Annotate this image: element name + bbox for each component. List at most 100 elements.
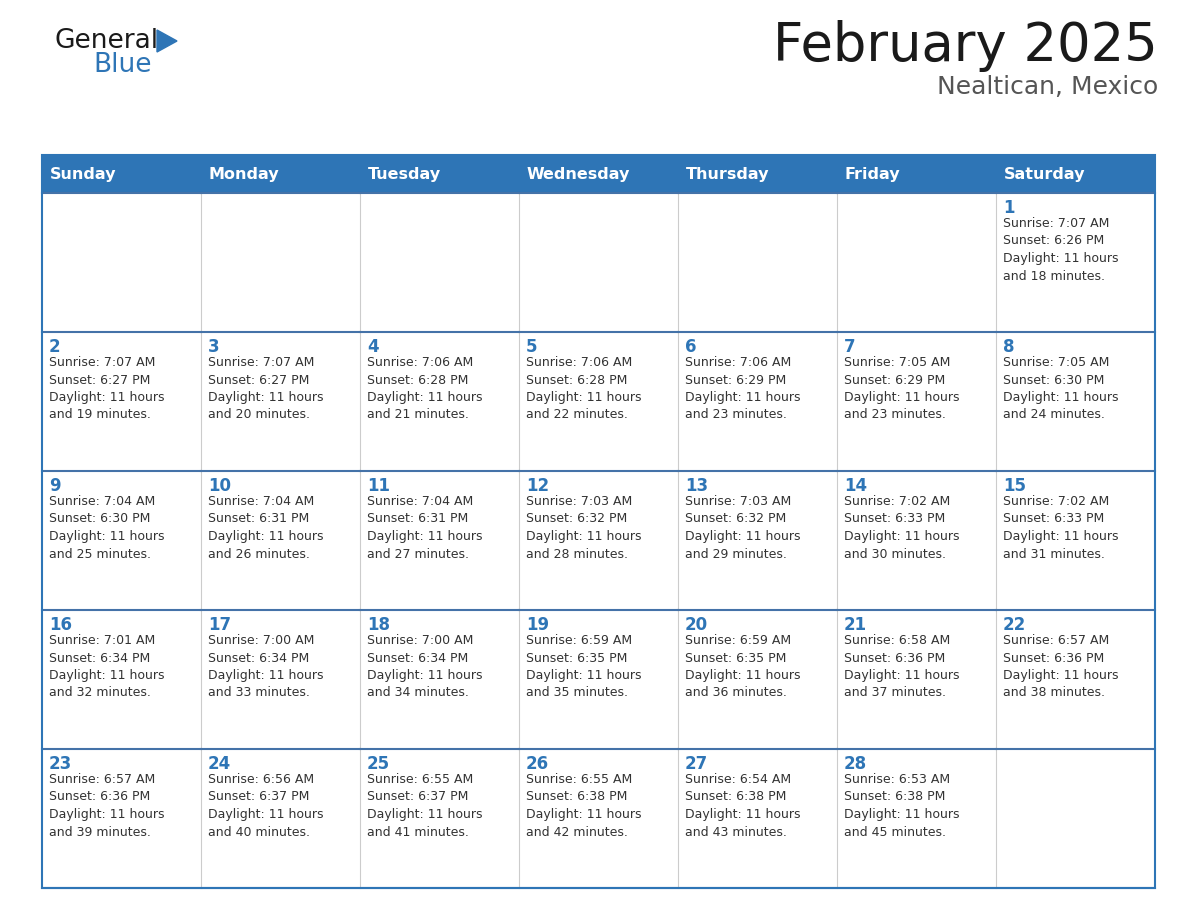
Bar: [201, 193, 360, 332]
Text: 20: 20: [685, 616, 708, 634]
Bar: [996, 471, 1155, 610]
Text: Sunrise: 7:07 AM
Sunset: 6:27 PM
Daylight: 11 hours
and 19 minutes.: Sunrise: 7:07 AM Sunset: 6:27 PM Dayligh…: [49, 356, 164, 421]
Text: 10: 10: [208, 477, 230, 495]
Bar: [360, 749, 519, 888]
Text: Sunrise: 7:06 AM
Sunset: 6:29 PM
Daylight: 11 hours
and 23 minutes.: Sunrise: 7:06 AM Sunset: 6:29 PM Dayligh…: [685, 356, 801, 421]
Text: Tuesday: Tuesday: [368, 166, 441, 182]
Bar: [996, 155, 1155, 193]
Text: Sunrise: 7:07 AM
Sunset: 6:26 PM
Daylight: 11 hours
and 18 minutes.: Sunrise: 7:07 AM Sunset: 6:26 PM Dayligh…: [1003, 217, 1118, 283]
Polygon shape: [157, 30, 177, 52]
Text: Sunrise: 6:54 AM
Sunset: 6:38 PM
Daylight: 11 hours
and 43 minutes.: Sunrise: 6:54 AM Sunset: 6:38 PM Dayligh…: [685, 773, 801, 838]
Text: Sunrise: 6:56 AM
Sunset: 6:37 PM
Daylight: 11 hours
and 40 minutes.: Sunrise: 6:56 AM Sunset: 6:37 PM Dayligh…: [208, 773, 323, 838]
Text: 2: 2: [49, 338, 61, 356]
Text: Nealtican, Mexico: Nealtican, Mexico: [937, 75, 1158, 99]
Text: 26: 26: [526, 755, 549, 773]
Text: 23: 23: [49, 755, 72, 773]
Text: 4: 4: [367, 338, 379, 356]
Bar: [678, 332, 838, 471]
Text: 14: 14: [843, 477, 867, 495]
Bar: [996, 749, 1155, 888]
Text: 16: 16: [49, 616, 72, 634]
Text: 9: 9: [49, 477, 61, 495]
Text: Sunrise: 7:02 AM
Sunset: 6:33 PM
Daylight: 11 hours
and 30 minutes.: Sunrise: 7:02 AM Sunset: 6:33 PM Dayligh…: [843, 495, 960, 561]
Bar: [42, 471, 201, 610]
Bar: [838, 155, 996, 193]
Text: Saturday: Saturday: [1004, 166, 1086, 182]
Bar: [996, 193, 1155, 332]
Bar: [838, 610, 996, 749]
Text: Sunday: Sunday: [50, 166, 116, 182]
Text: 21: 21: [843, 616, 867, 634]
Text: Sunrise: 7:04 AM
Sunset: 6:31 PM
Daylight: 11 hours
and 26 minutes.: Sunrise: 7:04 AM Sunset: 6:31 PM Dayligh…: [208, 495, 323, 561]
Text: Blue: Blue: [93, 52, 152, 78]
Text: 8: 8: [1003, 338, 1015, 356]
Bar: [201, 471, 360, 610]
Text: Sunrise: 7:04 AM
Sunset: 6:31 PM
Daylight: 11 hours
and 27 minutes.: Sunrise: 7:04 AM Sunset: 6:31 PM Dayligh…: [367, 495, 482, 561]
Bar: [996, 610, 1155, 749]
Bar: [42, 155, 201, 193]
Text: Sunrise: 7:03 AM
Sunset: 6:32 PM
Daylight: 11 hours
and 28 minutes.: Sunrise: 7:03 AM Sunset: 6:32 PM Dayligh…: [526, 495, 642, 561]
Text: Sunrise: 6:57 AM
Sunset: 6:36 PM
Daylight: 11 hours
and 38 minutes.: Sunrise: 6:57 AM Sunset: 6:36 PM Dayligh…: [1003, 634, 1118, 700]
Text: 12: 12: [526, 477, 549, 495]
Text: 22: 22: [1003, 616, 1026, 634]
Text: Sunrise: 7:00 AM
Sunset: 6:34 PM
Daylight: 11 hours
and 34 minutes.: Sunrise: 7:00 AM Sunset: 6:34 PM Dayligh…: [367, 634, 482, 700]
Text: 15: 15: [1003, 477, 1026, 495]
Bar: [519, 332, 678, 471]
Bar: [838, 749, 996, 888]
Text: 5: 5: [526, 338, 537, 356]
Text: Sunrise: 7:06 AM
Sunset: 6:28 PM
Daylight: 11 hours
and 22 minutes.: Sunrise: 7:06 AM Sunset: 6:28 PM Dayligh…: [526, 356, 642, 421]
Bar: [678, 193, 838, 332]
Bar: [519, 610, 678, 749]
Bar: [201, 610, 360, 749]
Text: Thursday: Thursday: [685, 166, 770, 182]
Bar: [360, 155, 519, 193]
Bar: [42, 749, 201, 888]
Text: Sunrise: 7:05 AM
Sunset: 6:30 PM
Daylight: 11 hours
and 24 minutes.: Sunrise: 7:05 AM Sunset: 6:30 PM Dayligh…: [1003, 356, 1118, 421]
Text: Sunrise: 6:55 AM
Sunset: 6:37 PM
Daylight: 11 hours
and 41 minutes.: Sunrise: 6:55 AM Sunset: 6:37 PM Dayligh…: [367, 773, 482, 838]
Bar: [201, 749, 360, 888]
Bar: [42, 193, 201, 332]
Text: 6: 6: [685, 338, 696, 356]
Bar: [360, 193, 519, 332]
Bar: [519, 749, 678, 888]
Bar: [678, 749, 838, 888]
Text: 3: 3: [208, 338, 220, 356]
Text: 11: 11: [367, 477, 390, 495]
Text: 25: 25: [367, 755, 390, 773]
Text: 24: 24: [208, 755, 232, 773]
Bar: [678, 610, 838, 749]
Text: Sunrise: 6:59 AM
Sunset: 6:35 PM
Daylight: 11 hours
and 35 minutes.: Sunrise: 6:59 AM Sunset: 6:35 PM Dayligh…: [526, 634, 642, 700]
Text: Sunrise: 7:06 AM
Sunset: 6:28 PM
Daylight: 11 hours
and 21 minutes.: Sunrise: 7:06 AM Sunset: 6:28 PM Dayligh…: [367, 356, 482, 421]
Text: Sunrise: 7:01 AM
Sunset: 6:34 PM
Daylight: 11 hours
and 32 minutes.: Sunrise: 7:01 AM Sunset: 6:34 PM Dayligh…: [49, 634, 164, 700]
Text: 18: 18: [367, 616, 390, 634]
Text: Sunrise: 6:53 AM
Sunset: 6:38 PM
Daylight: 11 hours
and 45 minutes.: Sunrise: 6:53 AM Sunset: 6:38 PM Dayligh…: [843, 773, 960, 838]
Bar: [360, 471, 519, 610]
Bar: [519, 193, 678, 332]
Bar: [42, 155, 1155, 888]
Text: Sunrise: 7:03 AM
Sunset: 6:32 PM
Daylight: 11 hours
and 29 minutes.: Sunrise: 7:03 AM Sunset: 6:32 PM Dayligh…: [685, 495, 801, 561]
Text: February 2025: February 2025: [773, 20, 1158, 72]
Bar: [42, 332, 201, 471]
Text: Sunrise: 6:59 AM
Sunset: 6:35 PM
Daylight: 11 hours
and 36 minutes.: Sunrise: 6:59 AM Sunset: 6:35 PM Dayligh…: [685, 634, 801, 700]
Text: Wednesday: Wednesday: [527, 166, 631, 182]
Text: Sunrise: 6:58 AM
Sunset: 6:36 PM
Daylight: 11 hours
and 37 minutes.: Sunrise: 6:58 AM Sunset: 6:36 PM Dayligh…: [843, 634, 960, 700]
Text: 27: 27: [685, 755, 708, 773]
Bar: [519, 155, 678, 193]
Bar: [678, 155, 838, 193]
Bar: [996, 332, 1155, 471]
Bar: [838, 193, 996, 332]
Text: General: General: [55, 28, 159, 54]
Text: Sunrise: 7:04 AM
Sunset: 6:30 PM
Daylight: 11 hours
and 25 minutes.: Sunrise: 7:04 AM Sunset: 6:30 PM Dayligh…: [49, 495, 164, 561]
Text: Sunrise: 7:05 AM
Sunset: 6:29 PM
Daylight: 11 hours
and 23 minutes.: Sunrise: 7:05 AM Sunset: 6:29 PM Dayligh…: [843, 356, 960, 421]
Text: Friday: Friday: [845, 166, 901, 182]
Text: Sunrise: 6:55 AM
Sunset: 6:38 PM
Daylight: 11 hours
and 42 minutes.: Sunrise: 6:55 AM Sunset: 6:38 PM Dayligh…: [526, 773, 642, 838]
Text: Monday: Monday: [209, 166, 279, 182]
Bar: [201, 332, 360, 471]
Bar: [360, 610, 519, 749]
Text: 7: 7: [843, 338, 855, 356]
Bar: [519, 471, 678, 610]
Bar: [838, 471, 996, 610]
Text: 1: 1: [1003, 199, 1015, 217]
Bar: [678, 471, 838, 610]
Bar: [838, 332, 996, 471]
